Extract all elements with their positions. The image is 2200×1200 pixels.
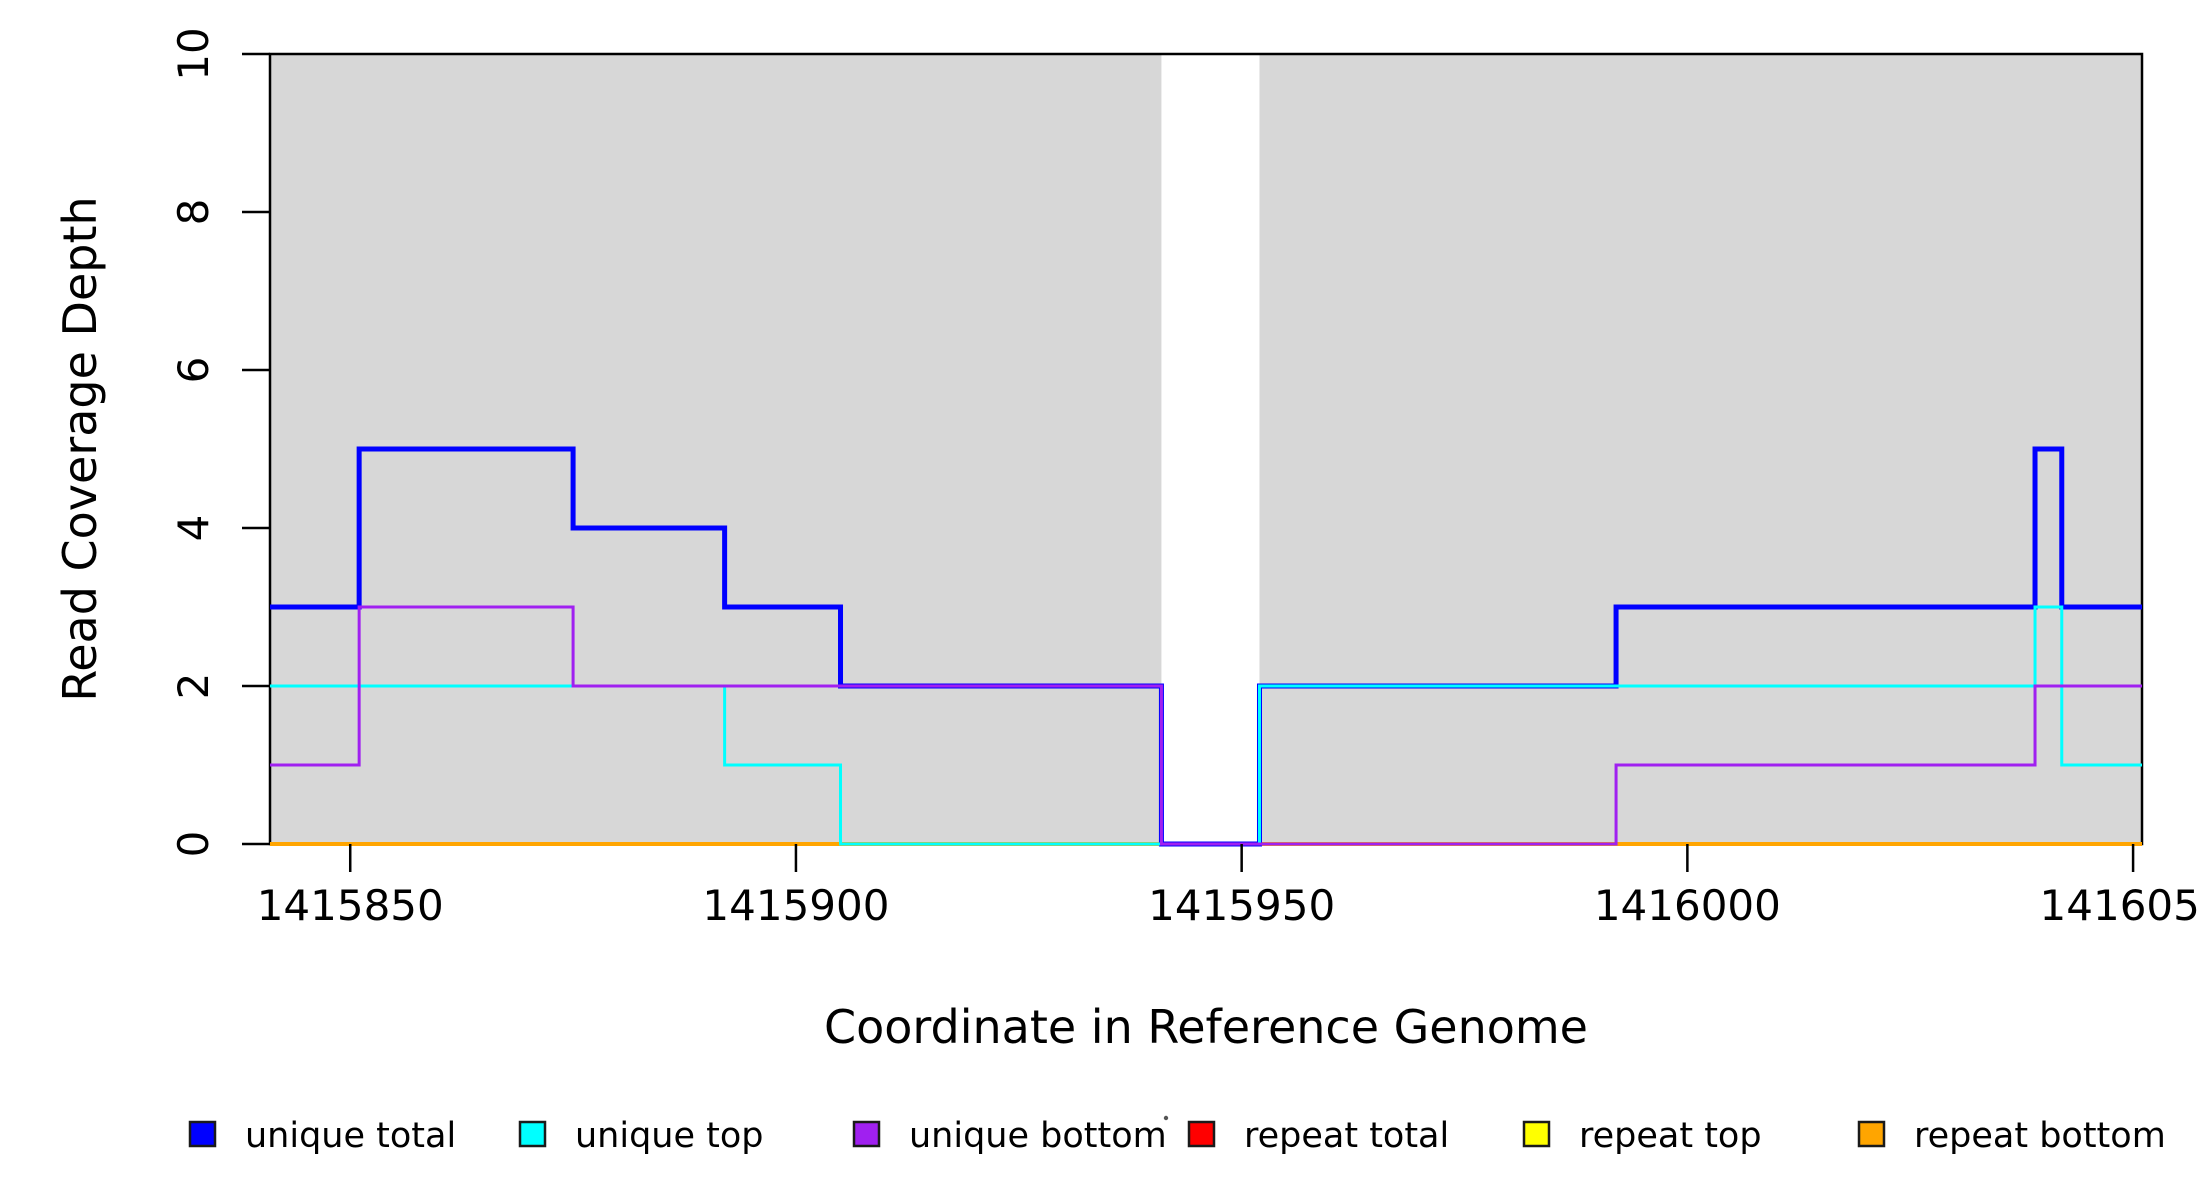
legend-label: repeat top	[1579, 1116, 1762, 1156]
series-lines	[270, 446, 2142, 847]
legend-label: repeat total	[1244, 1116, 1449, 1156]
series-line-unique-top	[270, 605, 2142, 846]
legend-item: repeat total	[1187, 1116, 1449, 1156]
legend-swatch-unique-total	[188, 1120, 217, 1148]
legend-label: repeat bottom	[1914, 1116, 2166, 1156]
y-tick-label: 4	[169, 515, 218, 542]
legend-item: repeat top	[1522, 1116, 1762, 1156]
legend: unique total unique top unique bottom repea…	[188, 1115, 2166, 1156]
x-tick-label: 1415850	[257, 881, 444, 930]
y-tick-label: 2	[169, 673, 218, 700]
y-tick-label: 10	[169, 27, 218, 80]
x-axis-title: Coordinate in Reference Genome	[824, 1000, 1588, 1054]
legend-item: unique total	[188, 1116, 456, 1156]
legend-item: repeat bottom	[1857, 1116, 2166, 1156]
legend-swatch-unique-bottom	[852, 1120, 881, 1148]
y-tick-label: 0	[169, 831, 218, 858]
legend-swatch-repeat-top	[1522, 1120, 1551, 1148]
x-tick-label: 1415950	[1148, 881, 1335, 930]
y-axis: 0 2 4 6 8 10	[169, 27, 270, 857]
legend-label: unique total	[245, 1116, 456, 1156]
legend-label: unique bottom	[909, 1116, 1167, 1156]
stray-dot-artifact	[1163, 1115, 1169, 1121]
legend-item: unique bottom	[852, 1116, 1167, 1156]
legend-swatch-unique-top	[518, 1120, 547, 1148]
legend-label: unique top	[575, 1116, 764, 1156]
legend-swatch-repeat-total	[1187, 1120, 1216, 1148]
y-axis-title: Read Coverage Depth	[53, 196, 107, 701]
shaded-region	[1259, 54, 2142, 844]
y-tick-label: 8	[169, 199, 218, 226]
legend-swatch-repeat-bottom	[1857, 1120, 1886, 1148]
y-tick-label: 6	[169, 357, 218, 384]
x-tick-label: 1415900	[702, 881, 889, 930]
shaded-regions	[270, 54, 2142, 844]
x-tick-label: 1416000	[1594, 881, 1781, 930]
legend-item: unique top	[518, 1116, 764, 1156]
series-line-unique-bottom	[270, 605, 2142, 846]
